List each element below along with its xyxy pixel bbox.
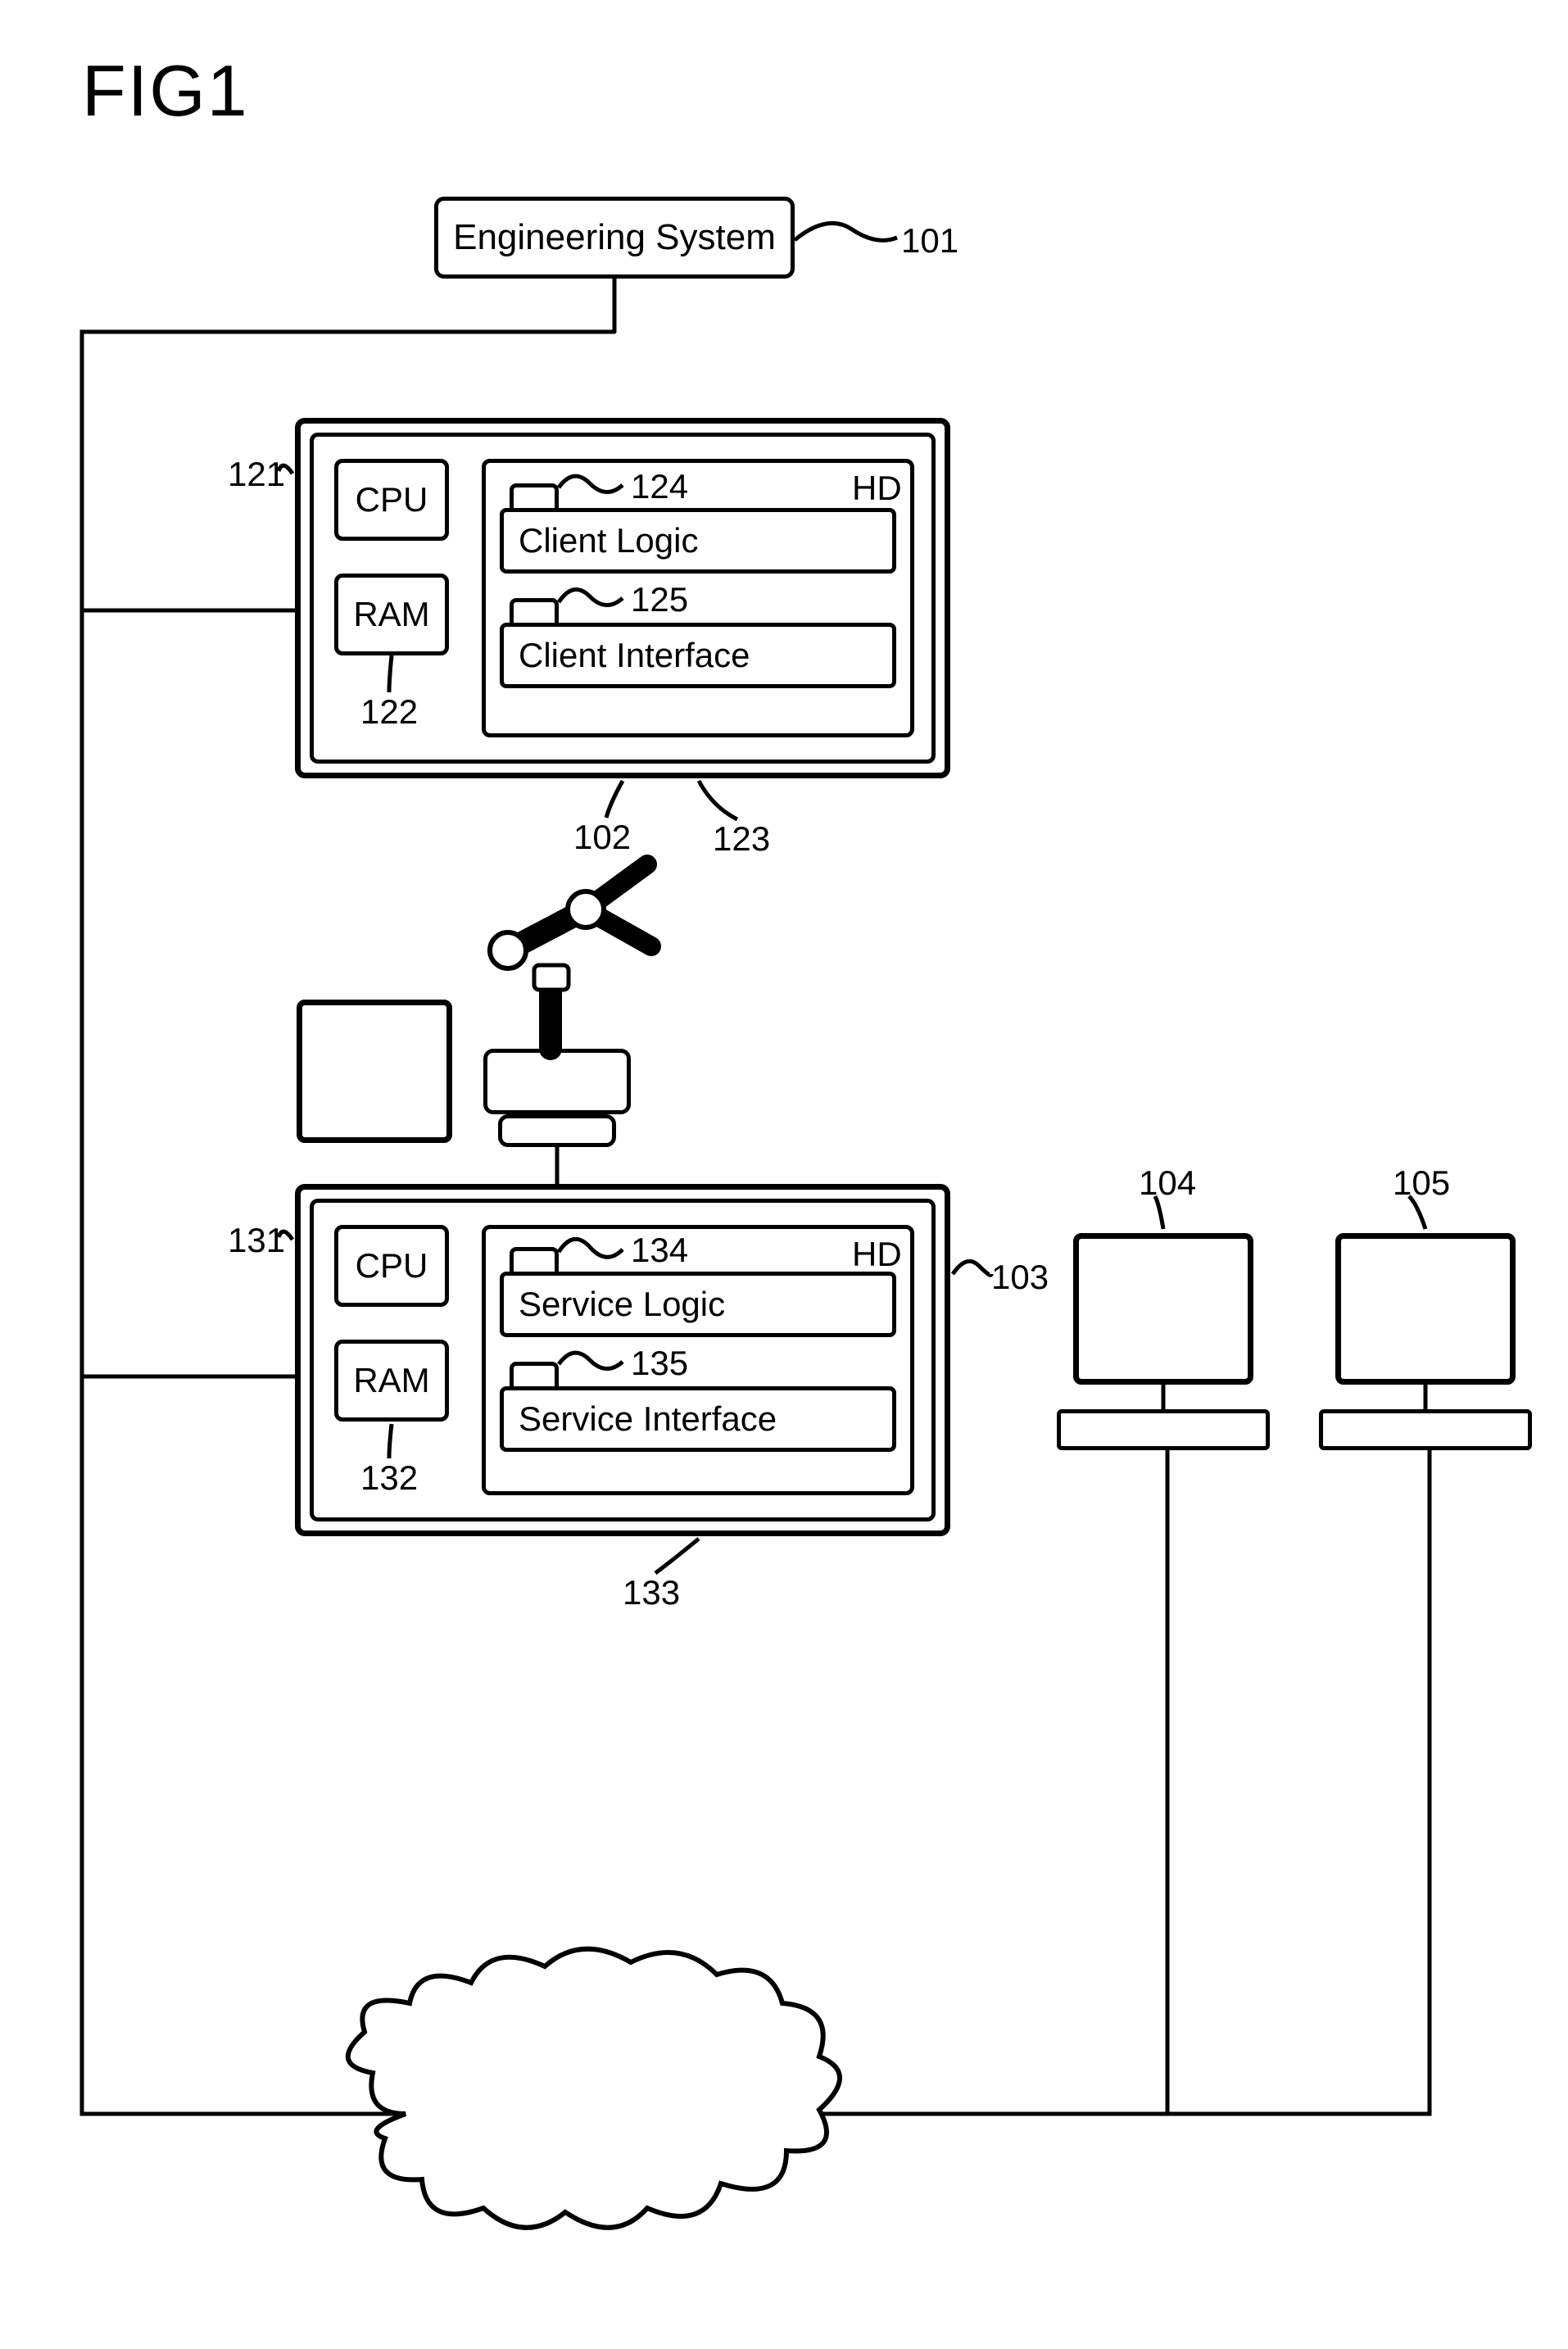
client-ram-box: RAM xyxy=(334,574,449,655)
service-logic-box: Service Logic xyxy=(500,1272,896,1337)
client-cpu-box: CPU xyxy=(334,459,449,541)
ref-132: 132 xyxy=(360,1458,418,1498)
monitor-104-base xyxy=(1057,1409,1270,1450)
ref-102: 102 xyxy=(573,818,631,857)
figure-title: FIG1 xyxy=(82,49,249,133)
robot-base-lower xyxy=(498,1114,616,1147)
ref-121: 121 xyxy=(228,455,285,494)
robot-base-upper xyxy=(483,1049,631,1114)
ref-106: 106 xyxy=(573,2102,631,2141)
ref-104: 104 xyxy=(1139,1163,1196,1203)
ref-103: 103 xyxy=(991,1258,1049,1297)
client-interface-tab xyxy=(510,598,559,626)
ref-133: 133 xyxy=(623,1573,680,1612)
ref-101: 101 xyxy=(901,221,958,261)
client-logic-box: Client Logic xyxy=(500,508,896,574)
service-hd-label: HD xyxy=(852,1235,902,1274)
client-hd-label: HD xyxy=(852,469,902,508)
robot-display xyxy=(297,1000,452,1143)
diagram-lines xyxy=(0,0,1568,2349)
monitor-105-screen xyxy=(1335,1233,1516,1385)
service-interface-box: Service Interface xyxy=(500,1386,896,1452)
ref-135: 135 xyxy=(631,1344,688,1383)
service-ram-box: RAM xyxy=(334,1340,449,1422)
ref-124: 124 xyxy=(631,467,688,506)
service-interface-tab xyxy=(510,1362,559,1390)
engineering-system-box: Engineering System xyxy=(434,197,795,279)
ref-131: 131 xyxy=(228,1221,285,1260)
ref-134: 134 xyxy=(631,1231,688,1270)
ref-105: 105 xyxy=(1393,1163,1450,1203)
ref-123: 123 xyxy=(713,819,770,859)
client-logic-tab xyxy=(510,483,559,511)
ref-122: 122 xyxy=(360,692,418,732)
ref-125: 125 xyxy=(631,580,688,619)
service-cpu-box: CPU xyxy=(334,1225,449,1307)
client-interface-box: Client Interface xyxy=(500,623,896,688)
monitor-105-base xyxy=(1319,1409,1532,1450)
monitor-104-screen xyxy=(1073,1233,1253,1385)
service-logic-tab xyxy=(510,1247,559,1275)
engineering-system-label: Engineering System xyxy=(453,217,776,258)
